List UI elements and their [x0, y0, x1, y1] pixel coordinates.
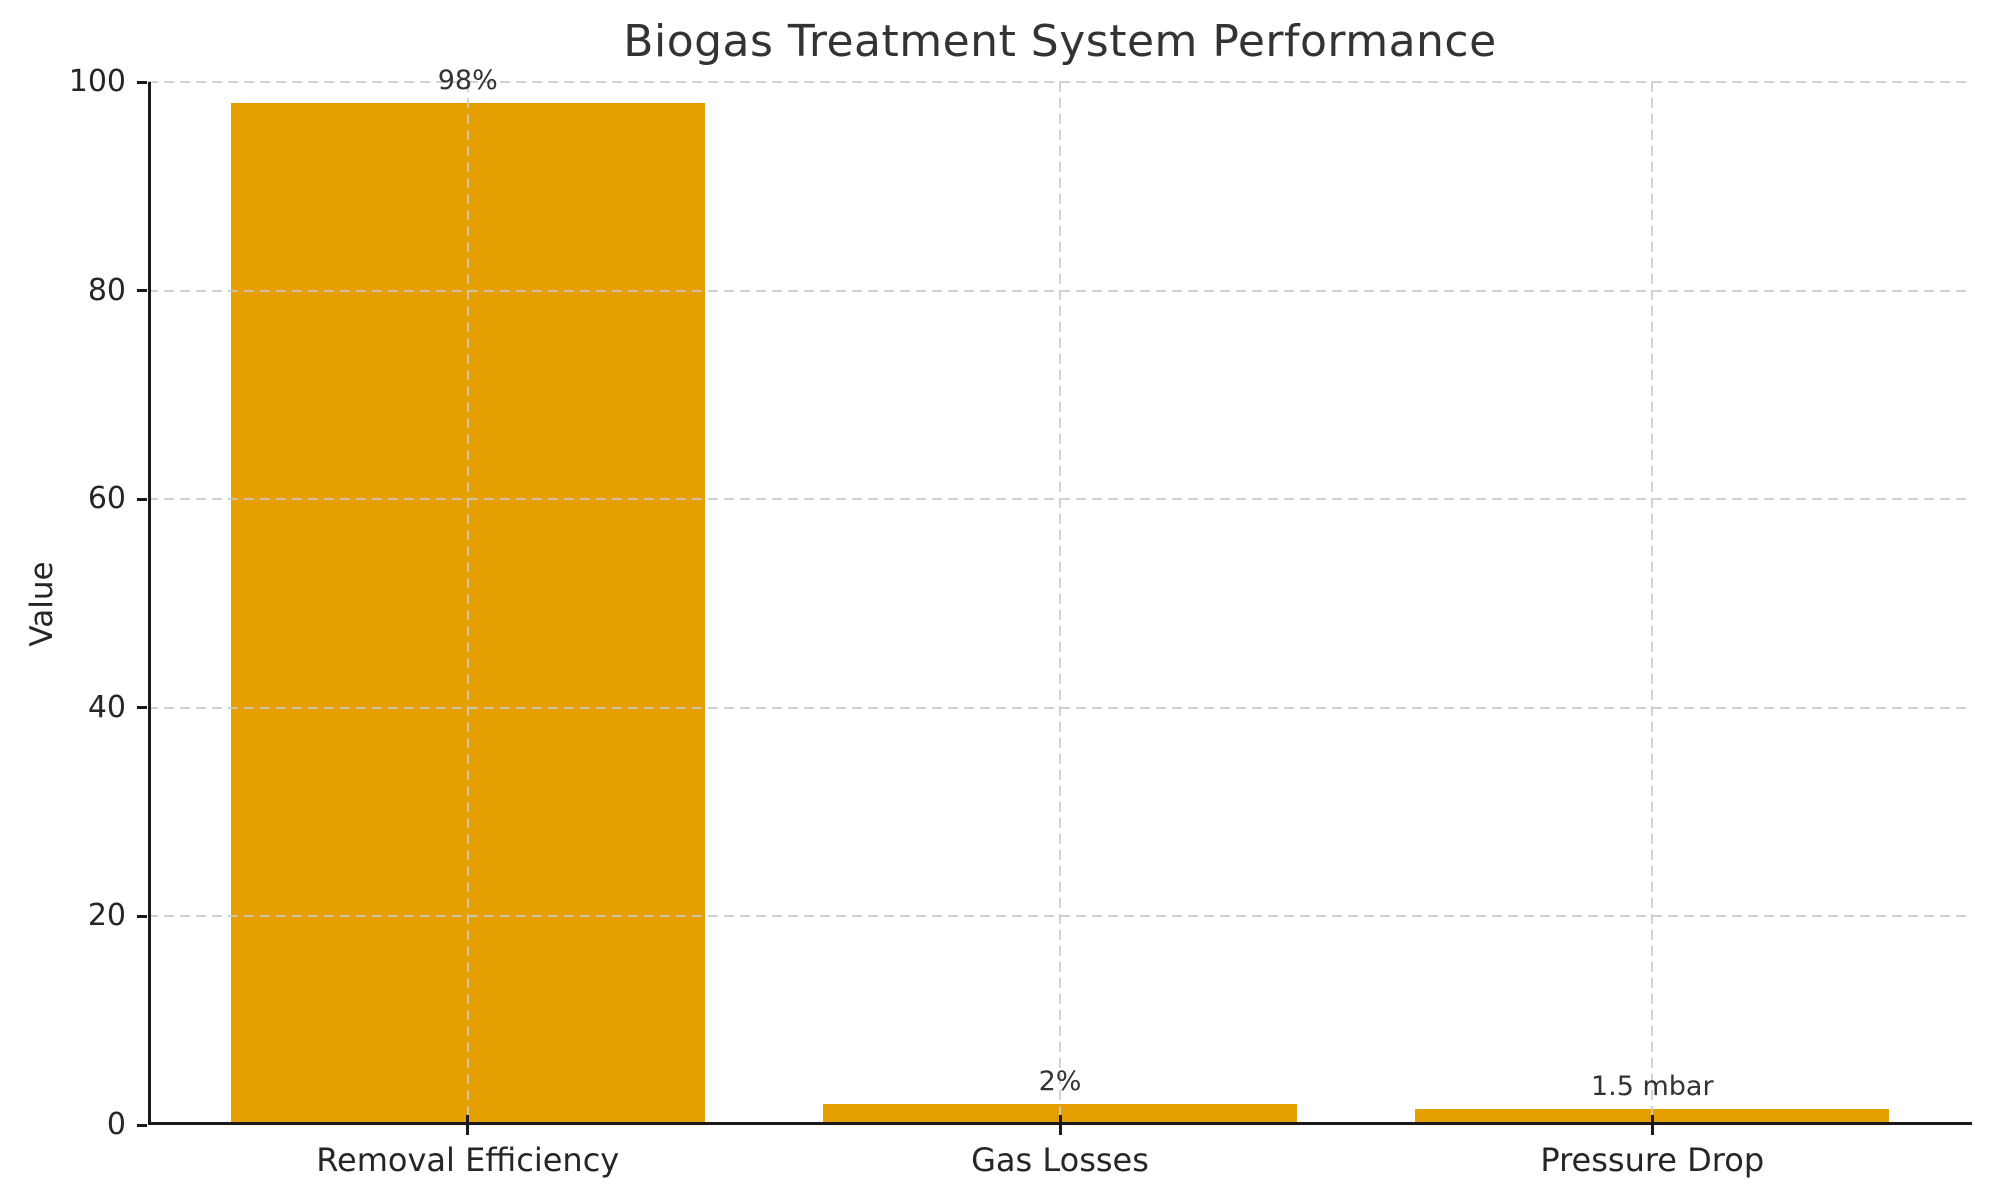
- bar-value-label: 2%: [1038, 1066, 1082, 1098]
- y-tick-label: 0: [106, 1107, 126, 1142]
- x-tick-mark: [1650, 1115, 1654, 1135]
- y-tick-label: 40: [87, 689, 126, 725]
- x-gridline: [1059, 82, 1061, 1125]
- x-tick-mark: [466, 1115, 470, 1135]
- x-tick-label: Gas Losses: [971, 1141, 1149, 1179]
- bar-value-label: 98%: [437, 64, 498, 96]
- chart-title: Biogas Treatment System Performance: [623, 16, 1497, 67]
- y-tick-label: 20: [87, 898, 126, 934]
- x-axis-spine: [148, 1121, 1972, 1125]
- y-axis-spine: [148, 82, 151, 1125]
- y-tick-mark: [137, 497, 147, 501]
- y-tick-mark: [137, 914, 147, 918]
- x-gridline: [466, 82, 469, 1125]
- y-axis-label: Value: [24, 561, 60, 647]
- x-tick-label: Removal Efficiency: [316, 1141, 620, 1179]
- x-tick-mark: [1058, 1115, 1062, 1135]
- y-tick-label: 80: [87, 272, 126, 308]
- y-tick-mark: [137, 1123, 147, 1127]
- x-gridline: [1651, 82, 1654, 1125]
- y-tick-mark: [137, 706, 147, 710]
- y-tick-mark: [137, 289, 147, 293]
- bar-value-label: 1.5 mbar: [1590, 1071, 1714, 1103]
- plot-area: 0 20 40 60 80 100 98% Removal Efficiency 2% Gas L…: [69, 67, 1972, 1179]
- y-tick-label: 60: [87, 481, 126, 517]
- y-tick-mark: [137, 80, 147, 84]
- x-tick-label: Pressure Drop: [1540, 1141, 1765, 1179]
- y-tick-label: 100: [68, 64, 126, 99]
